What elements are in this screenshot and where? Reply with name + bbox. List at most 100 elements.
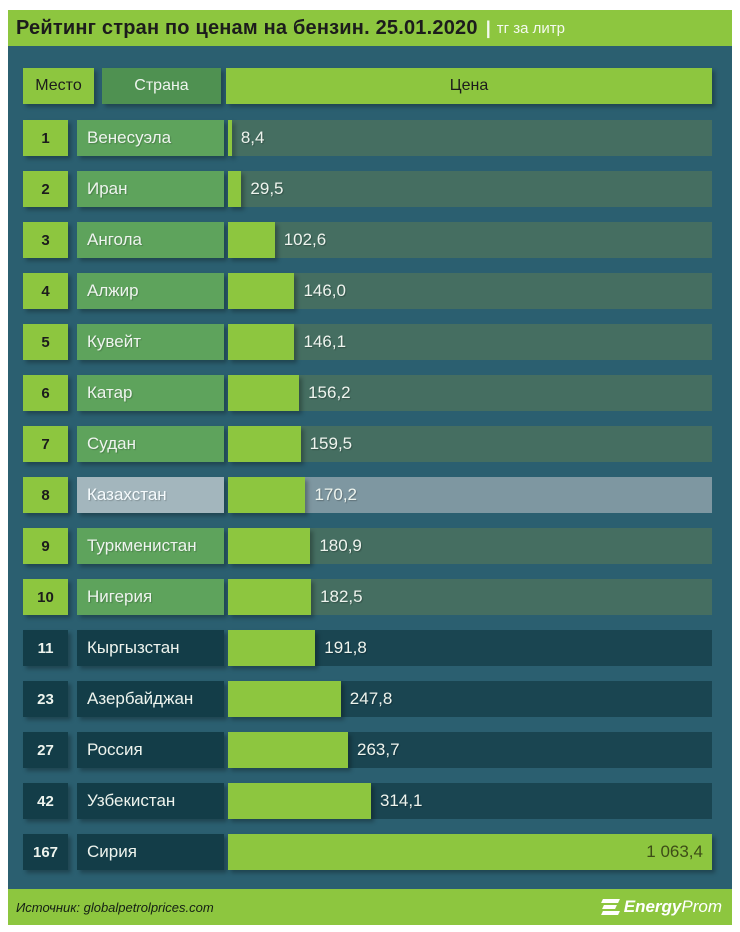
rows: 1 Венесуэла 8,4 2 Иран 29,5 3 Ангола 102… <box>23 120 732 870</box>
table-row: 7 Судан 159,5 <box>23 426 732 462</box>
logo-text-bold: Energy <box>623 897 682 916</box>
price-bar <box>228 222 275 258</box>
country-label: Сирия <box>77 834 224 870</box>
table-row: 6 Катар 156,2 <box>23 375 732 411</box>
rank-badge: 1 <box>23 120 68 156</box>
country-label: Азербайджан <box>77 681 224 717</box>
rank-badge: 167 <box>23 834 68 870</box>
price-track: 170,2 <box>228 477 712 513</box>
price-bar <box>228 681 341 717</box>
table-row: 2 Иран 29,5 <box>23 171 732 207</box>
country-label: Иран <box>77 171 224 207</box>
price-value: 159,5 <box>309 434 353 453</box>
table-row: 27 Россия 263,7 <box>23 732 732 768</box>
table-row: 42 Узбекистан 314,1 <box>23 783 732 819</box>
country-label: Нигерия <box>77 579 224 615</box>
price-track: 159,5 <box>228 426 712 462</box>
price-track: 146,0 <box>228 273 712 309</box>
rank-badge: 7 <box>23 426 68 462</box>
table-row: 5 Кувейт 146,1 <box>23 324 732 360</box>
country-label: Катар <box>77 375 224 411</box>
price-bar <box>228 834 712 870</box>
chart-panel: Место Страна Цена 1 Венесуэла 8,4 2 Иран… <box>8 46 732 889</box>
price-value: 102,6 <box>283 230 327 249</box>
table-row: 1 Венесуэла 8,4 <box>23 120 732 156</box>
price-bar <box>228 375 300 411</box>
price-bar <box>228 273 295 309</box>
price-value: 1 063,4 <box>646 842 703 861</box>
price-track: 191,8 <box>228 630 712 666</box>
price-value: 156,2 <box>308 383 351 402</box>
country-label: Кувейт <box>77 324 224 360</box>
price-track: 314,1 <box>228 783 712 819</box>
header-price: Цена <box>226 68 712 104</box>
table-row: 4 Алжир 146,0 <box>23 273 732 309</box>
price-track: 1 063,4 <box>228 834 712 870</box>
table-row: 10 Нигерия 182,5 <box>23 579 732 615</box>
footer-bar: Источник: globalpetrolprices.com EnergyP… <box>8 889 732 925</box>
price-bar <box>228 477 306 513</box>
rank-badge: 5 <box>23 324 68 360</box>
rank-badge: 6 <box>23 375 68 411</box>
price-value: 146,0 <box>303 281 346 300</box>
price-bar <box>228 579 312 615</box>
header-rank: Место <box>23 68 94 104</box>
price-bar <box>228 630 316 666</box>
country-label: Венесуэла <box>77 120 224 156</box>
rank-badge: 11 <box>23 630 68 666</box>
price-track: 29,5 <box>228 171 712 207</box>
energyprom-logo: EnergyProm <box>600 897 722 917</box>
rank-badge: 4 <box>23 273 68 309</box>
price-value: 263,7 <box>357 740 400 759</box>
table-row: 3 Ангола 102,6 <box>23 222 732 258</box>
table-row: 23 Азербайджан 247,8 <box>23 681 732 717</box>
table-row: 9 Туркменистан 180,9 <box>23 528 732 564</box>
rank-badge: 3 <box>23 222 68 258</box>
price-value: 191,8 <box>324 638 367 657</box>
price-bar <box>228 120 232 156</box>
title-unit: тг за литр <box>496 19 565 37</box>
price-value: 314,1 <box>379 791 423 810</box>
price-track: 146,1 <box>228 324 712 360</box>
country-label: Кыргызстан <box>77 630 224 666</box>
title-separator: | <box>485 17 491 38</box>
price-track: 8,4 <box>228 120 712 156</box>
title-bar: Рейтинг стран по ценам на бензин. 25.01.… <box>8 10 732 46</box>
country-label: Казахстан <box>77 477 224 513</box>
logo-text-light: Prom <box>681 897 722 916</box>
country-label: Россия <box>77 732 224 768</box>
price-value: 182,5 <box>320 587 363 606</box>
table-row: 167 Сирия 1 063,4 <box>23 834 732 870</box>
price-bar <box>228 324 295 360</box>
source-text: Источник: globalpetrolprices.com <box>16 899 214 915</box>
price-bar <box>228 783 371 819</box>
price-track: 102,6 <box>228 222 712 258</box>
country-label: Узбекистан <box>77 783 224 819</box>
price-bar <box>228 732 349 768</box>
price-track: 156,2 <box>228 375 712 411</box>
energyprom-logo-text: EnergyProm <box>624 897 722 917</box>
price-value: 8,4 <box>240 128 265 147</box>
table-header-row: Место Страна Цена <box>23 68 732 104</box>
price-bar <box>228 528 311 564</box>
price-value: 29,5 <box>250 179 284 198</box>
country-label: Алжир <box>77 273 224 309</box>
price-bar <box>228 426 301 462</box>
price-value: 170,2 <box>314 485 357 504</box>
country-label: Ангола <box>77 222 224 258</box>
rank-badge: 8 <box>23 477 68 513</box>
price-value: 247,8 <box>349 689 393 708</box>
price-track: 182,5 <box>228 579 712 615</box>
rank-badge: 27 <box>23 732 68 768</box>
price-track: 263,7 <box>228 732 712 768</box>
country-label: Туркменистан <box>77 528 224 564</box>
rank-badge: 9 <box>23 528 68 564</box>
price-value: 146,1 <box>303 332 347 351</box>
table-row: 11 Кыргызстан 191,8 <box>23 630 732 666</box>
page-title: Рейтинг стран по ценам на бензин. 25.01.… <box>16 16 478 39</box>
header-country: Страна <box>102 68 221 104</box>
energyprom-logo-icon <box>600 899 620 915</box>
table-row: 8 Казахстан 170,2 <box>23 477 732 513</box>
price-track: 180,9 <box>228 528 712 564</box>
